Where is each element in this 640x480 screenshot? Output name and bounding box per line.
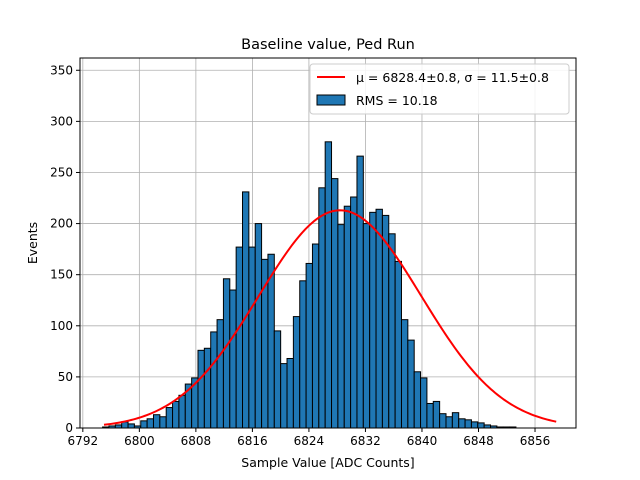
histogram-bar xyxy=(337,224,345,429)
histogram-bar xyxy=(324,141,333,429)
fit-curve-layer xyxy=(103,209,557,426)
histogram-bar xyxy=(343,205,352,429)
histogram-bar xyxy=(439,413,447,429)
histogram-bar xyxy=(127,423,135,429)
histogram-bar xyxy=(394,260,402,429)
histogram-bar xyxy=(477,422,485,429)
histogram-bar xyxy=(178,394,186,429)
x-tick-label: 6824 xyxy=(294,434,325,448)
x-tick-label: 6792 xyxy=(68,434,99,448)
histogram-bar xyxy=(146,418,154,429)
histogram-bar xyxy=(369,211,377,429)
histogram-bar xyxy=(203,347,212,429)
histogram-bar xyxy=(451,412,460,429)
histogram-bar xyxy=(216,319,224,429)
histogram-bar xyxy=(470,421,479,429)
histogram-bar xyxy=(305,262,313,429)
histogram-bar xyxy=(331,178,339,429)
gaussian-fit-curve xyxy=(103,209,557,426)
histogram-bar xyxy=(318,187,326,429)
chart-title: Baseline value, Ped Run xyxy=(241,37,415,53)
y-axis-ticks: 0 50 100 150 200 250 300 350 xyxy=(50,63,80,435)
x-tick-label: 6816 xyxy=(237,434,268,448)
legend-histogram-patch xyxy=(316,94,346,106)
histogram-bar xyxy=(172,400,180,429)
histogram-bar xyxy=(292,316,301,429)
histogram-bar xyxy=(235,246,244,429)
histogram-bar xyxy=(286,357,294,429)
histogram-bar xyxy=(311,243,320,429)
histogram-bar xyxy=(458,418,466,429)
histogram-bar xyxy=(381,214,390,429)
histogram-bar xyxy=(388,233,396,429)
histogram-bar xyxy=(273,330,282,429)
histogram-bar xyxy=(375,208,383,429)
histogram-bar xyxy=(407,339,415,429)
x-axis-label: Sample Value [ADC Counts] xyxy=(241,455,414,470)
y-tick-label: 50 xyxy=(58,370,73,384)
x-tick-label: 6832 xyxy=(350,434,381,448)
histogram-bar xyxy=(242,191,250,429)
histogram-bar xyxy=(197,349,205,429)
histogram-bars xyxy=(102,141,517,429)
plot-area-frame xyxy=(79,57,577,429)
histogram-bar xyxy=(432,400,441,429)
histogram-bar xyxy=(210,331,218,429)
y-tick-label: 250 xyxy=(50,165,73,179)
histogram-bar xyxy=(413,371,422,429)
histogram-bar xyxy=(362,223,371,429)
histogram-bar xyxy=(350,196,358,429)
histogram-bar xyxy=(159,416,167,429)
histogram-bar xyxy=(229,289,237,429)
histogram-bar xyxy=(356,155,364,429)
histogram-bar xyxy=(464,419,472,429)
histogram-bar xyxy=(140,420,148,429)
x-tick-label: 6840 xyxy=(407,434,438,448)
x-tick-label: 6848 xyxy=(463,434,494,448)
histogram-bar xyxy=(445,416,453,429)
x-tick-label: 6800 xyxy=(124,434,155,448)
y-tick-label: 350 xyxy=(50,63,73,77)
y-tick-label: 150 xyxy=(50,268,73,282)
x-tick-label: 6856 xyxy=(520,434,551,448)
y-tick-label: 0 xyxy=(65,421,73,435)
histogram-bar xyxy=(420,377,428,429)
histogram-bar xyxy=(152,414,161,429)
histogram-bar xyxy=(248,246,256,429)
y-tick-label: 100 xyxy=(50,319,73,333)
legend-fit-label: μ = 6828.4±0.8, σ = 11.5±0.8 xyxy=(356,70,549,85)
y-tick-label: 300 xyxy=(50,114,73,128)
histogram-bar xyxy=(299,280,307,429)
histogram-bar xyxy=(280,363,288,429)
histogram-bar xyxy=(426,402,434,429)
legend-rms-label: RMS = 10.18 xyxy=(356,93,438,108)
legend-box xyxy=(309,63,570,115)
x-axis-ticks: 6792 6800 6808 6816 6824 6832 6840 6848 6856 xyxy=(68,428,551,448)
histogram-bar xyxy=(222,278,231,429)
histogram-bar xyxy=(254,223,263,429)
legend: μ = 6828.4±0.8, σ = 11.5±0.8 RMS = 10.18 xyxy=(309,63,570,115)
y-axis-label: Events xyxy=(25,222,40,264)
x-tick-label: 6808 xyxy=(181,434,212,448)
histogram-bar xyxy=(400,319,409,429)
y-tick-label: 200 xyxy=(50,217,73,231)
histogram-bar xyxy=(165,407,174,429)
